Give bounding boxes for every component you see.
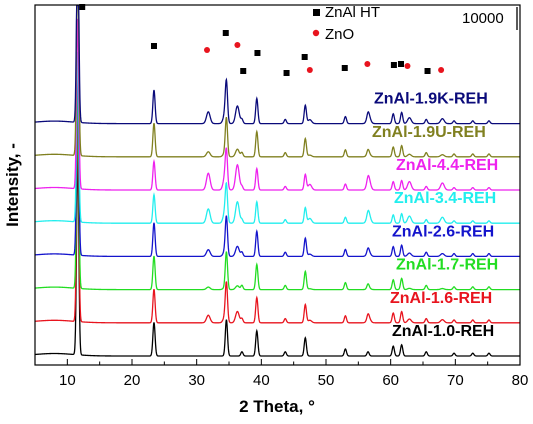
legend: ZnAl HT ZnO [312,4,380,43]
legend-square-icon [313,9,320,16]
y-axis-title: Intensity, - [3,143,22,227]
x-axis-title: 2 Theta, ° [239,397,315,416]
series-line-znal-1.9k-reh [35,5,520,125]
ht-peak-marker [79,4,86,10]
series-label-znal-1.6-reh: ZnAl-1.6-REH [390,290,492,307]
x-tick-label: 70 [447,372,464,389]
series-line-znal-3.4-reh [35,51,520,224]
zno-peak-marker [204,47,211,53]
peak-marker-layer [79,4,445,76]
ht-peak-marker [341,65,348,71]
x-tick-label: 30 [188,372,205,389]
x-tick-label: 20 [124,372,141,389]
series-label-znal-1.7-reh: ZnAl-1.7-REH [396,257,498,274]
zno-peak-marker [404,63,411,69]
x-tick-label: 10 [59,372,76,389]
x-tick-label: 40 [253,372,270,389]
series-line-znal-1.0-reh [35,154,520,357]
ht-peak-marker [254,50,261,56]
ht-peak-marker [150,43,157,49]
series-line-znal-1.7-reh [35,88,520,291]
ht-peak-marker [301,54,308,60]
series-label-znal-3.4-reh: ZnAl-3.4-REH [394,190,496,207]
zno-peak-marker [306,67,313,73]
series-label-znal-1.0-reh: ZnAl-1.0-REH [392,323,494,340]
series-line-znal-4.4-reh [35,18,520,191]
ht-peak-marker [283,70,290,76]
ht-peak-marker [398,61,405,67]
x-axis: 10 20 30 40 50 60 70 80 [34,359,529,389]
scale-bar: 10000 [462,7,518,30]
x-tick-label: 60 [382,372,399,389]
zno-peak-marker [438,67,445,73]
plot-frame [34,4,521,366]
ht-peak-marker [222,30,229,36]
zno-peak-marker [234,42,241,48]
x-tick-label: 80 [512,372,529,389]
series-label-znal-1.9k-reh: ZnAl-1.9K-REH [374,91,488,108]
series-line-znal-2.6-reh [35,55,520,258]
series-label-layer: ZnAl-1.0-REH ZnAl-1.6-REH ZnAl-1.7-REH ZnAl… [372,91,498,340]
series-line-znal-1.6-reh [35,121,520,324]
ht-peak-marker [390,62,397,68]
ht-peak-marker [424,68,431,74]
x-tick-label: 50 [318,372,335,389]
legend-circle-icon [312,29,320,37]
series-line-znal-1.9u-reh [35,5,520,158]
legend-entry-znal-ht: ZnAl HT [325,4,380,21]
ht-peak-marker [240,68,247,74]
legend-entry-zno: ZnO [325,26,354,43]
series-label-znal-1.9u-reh: ZnAl-1.9U-REH [372,124,486,141]
series-label-znal-4.4-reh: ZnAl-4.4-REH [396,157,498,174]
series-layer [35,5,520,357]
scale-bar-label: 10000 [462,10,504,27]
series-label-znal-2.6-reh: ZnAl-2.6-REH [392,223,494,240]
zno-peak-marker [364,61,371,67]
